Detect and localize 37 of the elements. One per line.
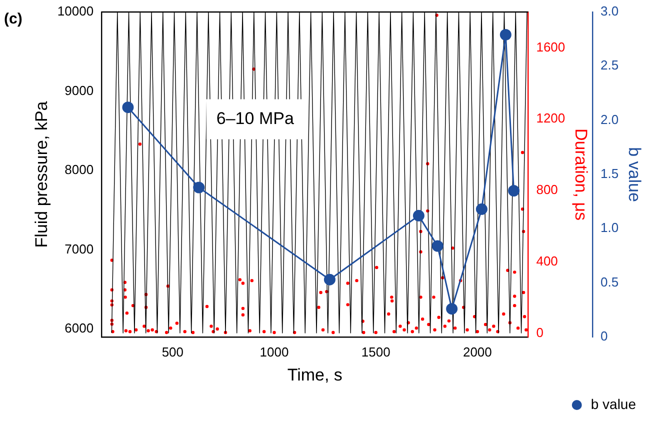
point (122, 102, 134, 114)
y2-axis-title: Duration, μs (572, 128, 591, 220)
point (508, 185, 520, 196)
y3-tick-label: 2.5 (600, 58, 619, 73)
x-tick-label: 500 (162, 344, 184, 360)
x-tick-label: 2000 (462, 344, 492, 360)
y3-axis-title: b value (625, 147, 644, 202)
legend-label: b value (590, 396, 636, 412)
point (193, 182, 205, 194)
y-tick-label: 7000 (64, 241, 94, 256)
y2-tick-label: 400 (536, 254, 558, 269)
y3-tick-label: 2.0 (600, 112, 619, 127)
y-tick-label: 8000 (64, 162, 94, 178)
y-tick-label: 9000 (64, 82, 94, 98)
annotation: 6–10 MPa (216, 108, 294, 128)
y2-tick-label: 1200 (536, 110, 566, 126)
point (446, 303, 458, 315)
y2-tick-label: 800 (536, 182, 558, 198)
y-tick-label: 6000 (64, 320, 94, 336)
point (324, 274, 336, 286)
y3-tick-label: 0 (600, 328, 608, 344)
y3-tick-label: 1.0 (600, 220, 619, 236)
x-tick-label: 1500 (361, 344, 390, 360)
y3-tick-label: 1.5 (600, 166, 619, 182)
y3-tick-label: 3.0 (600, 4, 619, 19)
y2-tick-label: 1600 (536, 39, 566, 54)
point (500, 29, 512, 40)
y-tick-label: 10000 (57, 4, 94, 19)
y2-tick-label: 0 (536, 325, 544, 340)
x-axis-title: Time, s (287, 365, 342, 384)
text: (c) (4, 10, 22, 28)
point (412, 210, 424, 222)
point (432, 240, 444, 252)
y3-tick-label: 0.5 (600, 274, 619, 290)
point (476, 203, 488, 215)
y-axis-title: Fluid pressure, kPa (32, 100, 51, 248)
x-tick-label: 1000 (260, 344, 289, 360)
